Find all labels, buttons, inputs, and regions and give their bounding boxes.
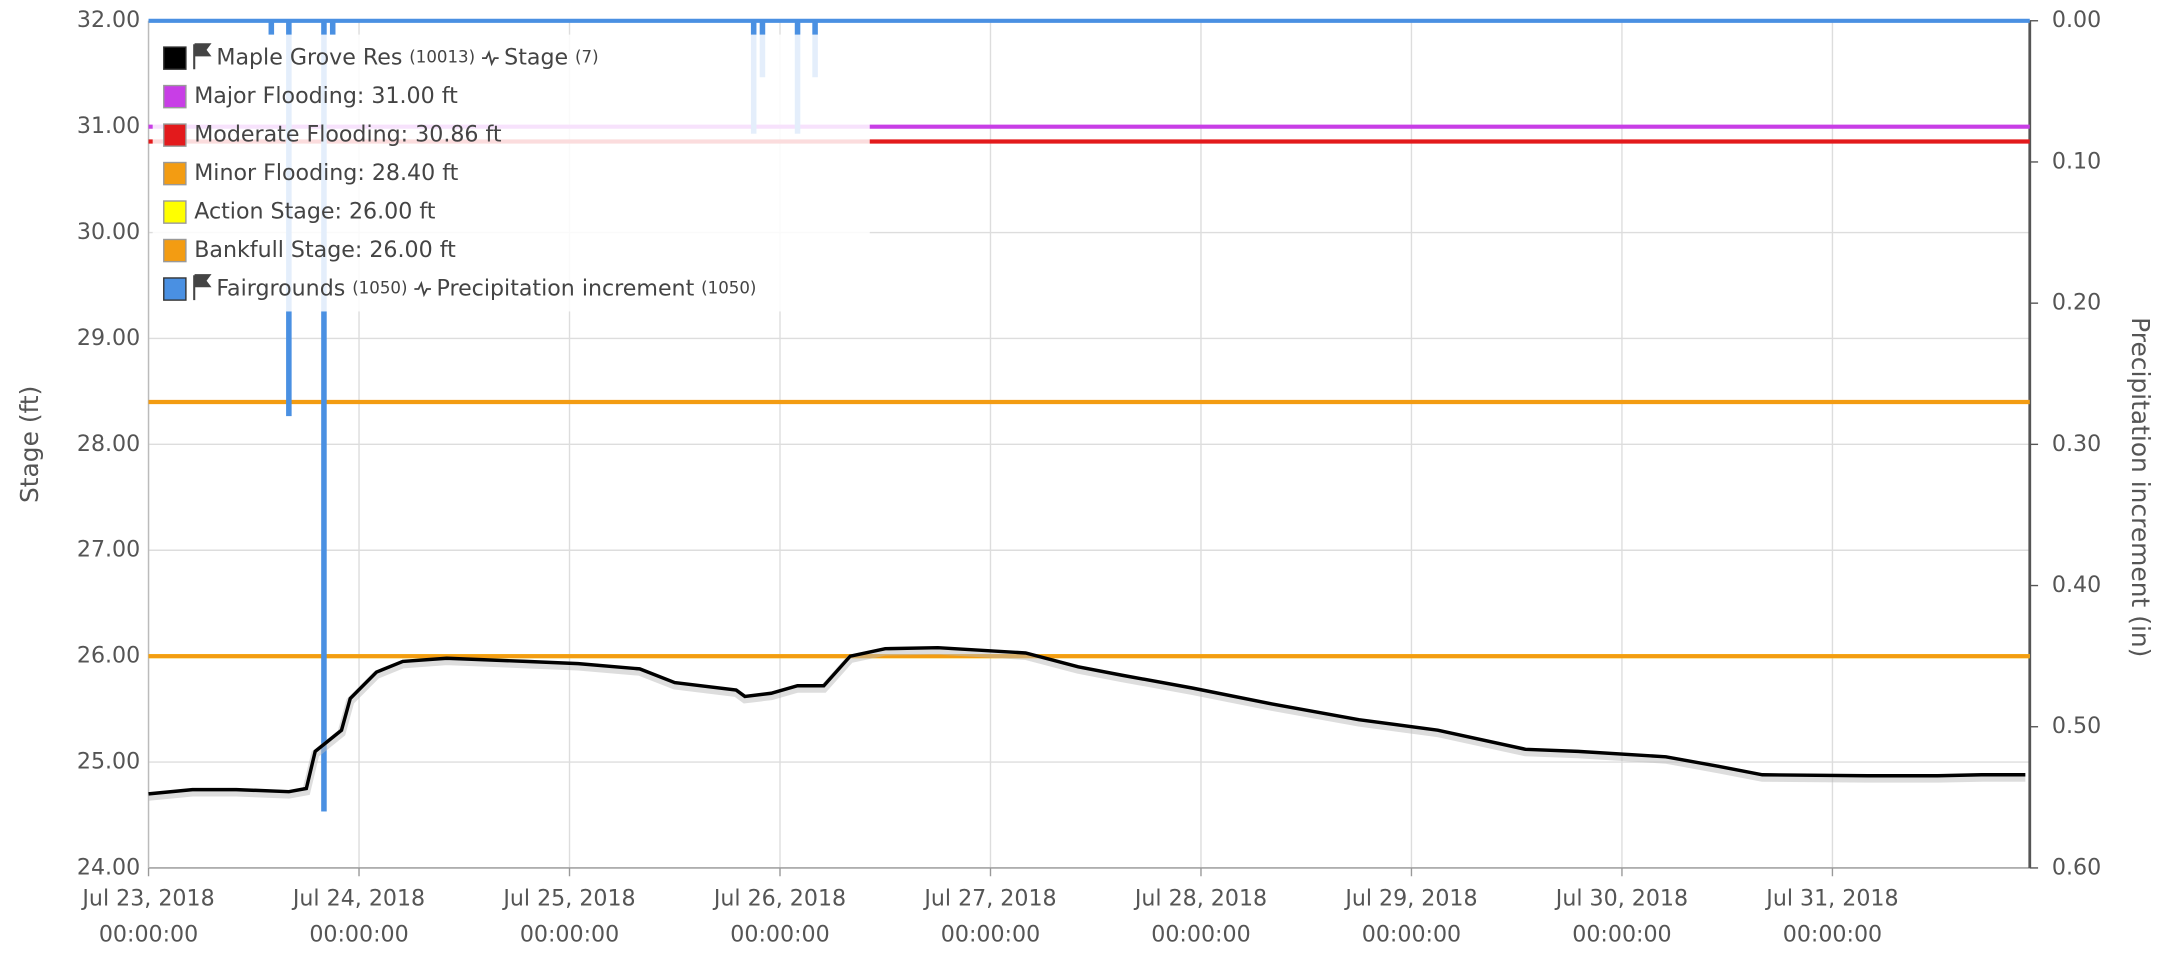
x-tick-label: Jul 29, 2018 00:00:00: [1343, 885, 1477, 947]
x-tick-label: Jul 26, 2018 00:00:00: [712, 885, 846, 947]
legend-swatch: [163, 123, 187, 147]
x-tick-label: Jul 25, 2018 00:00:00: [501, 885, 635, 947]
y2-tick-label: 0.60: [2052, 854, 2101, 880]
precip-bar: [268, 20, 275, 35]
y-tick-label: 29.00: [77, 325, 140, 351]
y2-tick-label: 0.30: [2052, 431, 2101, 457]
legend-label: Action Stage: 26.00 ft: [194, 199, 436, 225]
x-tick-label: Jul 27, 2018 00:00:00: [922, 885, 1056, 947]
legend-label: Precipitation increment: [437, 276, 695, 302]
y-tick-label: 30.00: [77, 219, 140, 245]
wave-icon: [482, 50, 499, 67]
y2-tick-label: 0.00: [2052, 7, 2101, 33]
y-tick-label: 28.00: [77, 431, 140, 457]
y-tick-label: 27.00: [77, 537, 140, 563]
legend-label: Stage: [504, 45, 568, 71]
y2-tick-label: 0.20: [2052, 290, 2101, 316]
legend-swatch: [163, 84, 187, 109]
y2-tick-label: 0.50: [2052, 713, 2101, 739]
precip-bar: [321, 20, 327, 812]
y-tick-label: 25.00: [77, 749, 140, 775]
x-tick-label: Jul 30, 2018 00:00:00: [1554, 885, 1688, 947]
legend-label: (7): [575, 48, 599, 67]
y-tick-label: 31.00: [77, 113, 140, 139]
x-tick-label: Jul 31, 2018 00:00:00: [1764, 885, 1898, 947]
y2-axis-title: Precipitation increment (in): [2126, 317, 2155, 657]
legend-label: Major Flooding: 31.00 ft: [194, 83, 458, 109]
y2-tick-label: 0.10: [2052, 148, 2101, 174]
y-axis-title: Stage (ft): [15, 386, 44, 503]
x-tick-label: Jul 28, 2018 00:00:00: [1133, 885, 1267, 947]
y-tick-label: 26.00: [77, 643, 140, 669]
legend-swatch: [163, 161, 187, 186]
legend-swatch: [163, 238, 187, 263]
wave-icon: [414, 280, 431, 298]
legend-label: (1050): [701, 279, 756, 298]
flag-icon: [193, 274, 212, 301]
legend-label: (1050): [352, 279, 407, 298]
flag-icon: [193, 43, 212, 70]
legend-label: Moderate Flooding: 30.86 ft: [194, 122, 502, 148]
legend-label: Bankfull Stage: 26.00 ft: [194, 237, 456, 263]
legend-label: Fairgrounds: [216, 276, 345, 302]
x-tick-label: Jul 23, 2018 00:00:00: [80, 885, 214, 947]
legend-swatch: [163, 200, 187, 224]
legend-label: (10013): [409, 48, 475, 67]
legend-swatch: [163, 277, 187, 301]
y-tick-label: 32.00: [77, 7, 140, 33]
legend-swatch: [163, 46, 187, 70]
x-tick-label: Jul 24, 2018 00:00:00: [291, 885, 425, 947]
y2-tick-label: 0.40: [2052, 572, 2101, 598]
precip-bar: [329, 20, 336, 35]
legend-background: [152, 34, 870, 312]
legend-label: Maple Grove Res: [216, 45, 402, 71]
legend-label: Minor Flooding: 28.40 ft: [194, 160, 458, 186]
y-tick-label: 24.00: [77, 854, 140, 880]
stage-line: [148, 645, 2026, 796]
